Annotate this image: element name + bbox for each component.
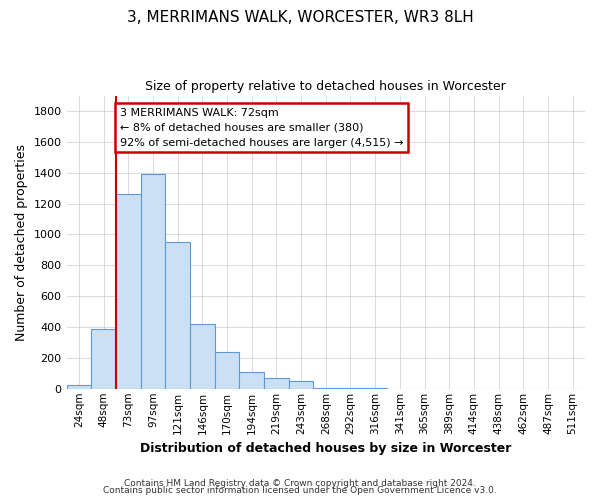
Bar [289, 381, 313, 389]
X-axis label: Distribution of detached houses by size in Worcester: Distribution of detached houses by size … [140, 442, 511, 455]
Bar [313, 388, 338, 389]
Bar [91, 328, 116, 389]
Bar [165, 242, 190, 389]
Bar [215, 352, 239, 389]
Text: Contains HM Land Registry data © Crown copyright and database right 2024.: Contains HM Land Registry data © Crown c… [124, 478, 476, 488]
Y-axis label: Number of detached properties: Number of detached properties [15, 144, 28, 340]
Bar [190, 324, 215, 389]
Bar [239, 372, 264, 389]
Text: Contains public sector information licensed under the Open Government Licence v3: Contains public sector information licen… [103, 486, 497, 495]
Text: 3 MERRIMANS WALK: 72sqm
← 8% of detached houses are smaller (380)
92% of semi-de: 3 MERRIMANS WALK: 72sqm ← 8% of detached… [119, 108, 403, 148]
Bar [140, 174, 165, 389]
Bar [264, 378, 289, 389]
Bar [67, 385, 91, 389]
Bar [116, 194, 140, 389]
Text: 3, MERRIMANS WALK, WORCESTER, WR3 8LH: 3, MERRIMANS WALK, WORCESTER, WR3 8LH [127, 10, 473, 25]
Title: Size of property relative to detached houses in Worcester: Size of property relative to detached ho… [145, 80, 506, 93]
